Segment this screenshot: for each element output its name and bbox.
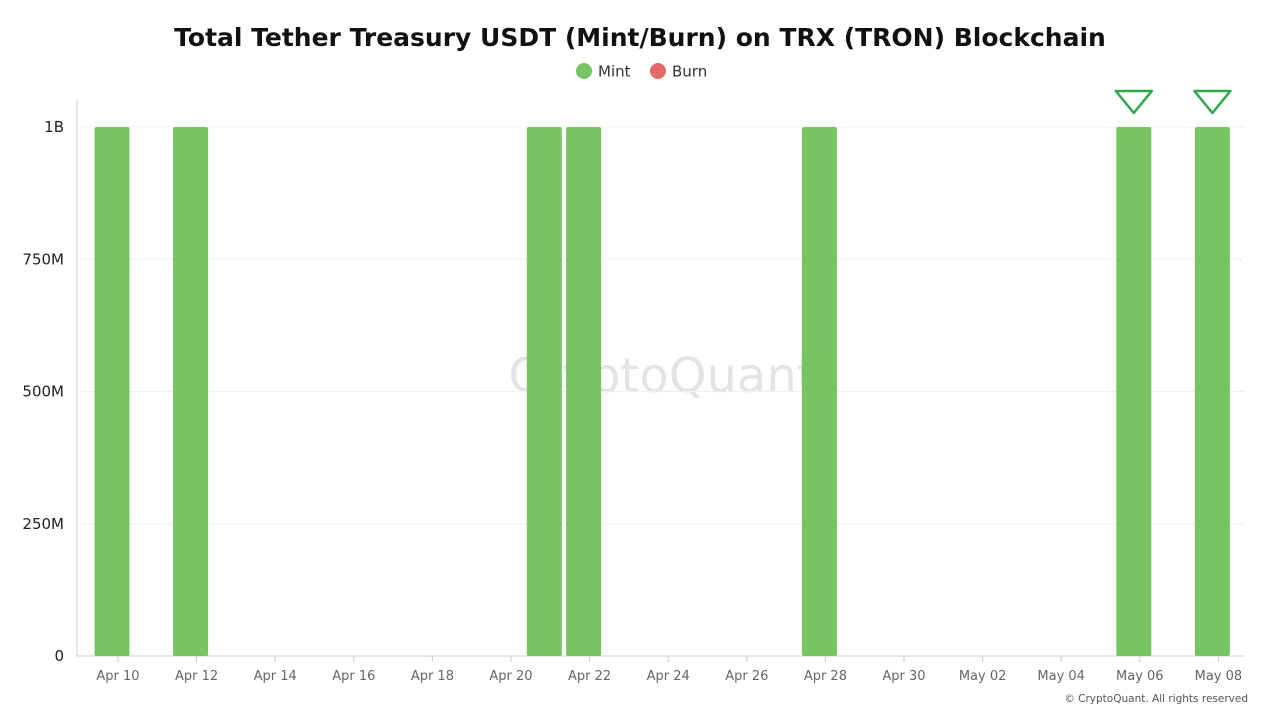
markers — [1114, 89, 1232, 115]
bar-mint[interactable] — [801, 127, 837, 656]
axes — [76, 100, 1244, 657]
x-tick-label: Apr 16 — [332, 669, 375, 684]
legend-item-burn[interactable]: Burn — [650, 63, 707, 81]
x-tick-label: Apr 24 — [647, 669, 690, 684]
x-tick-label: Apr 26 — [725, 669, 768, 684]
bar-mint[interactable] — [94, 127, 130, 656]
y-tick-label: 750M — [22, 250, 64, 268]
x-tick-label: Apr 14 — [254, 669, 297, 684]
legend-item-mint[interactable]: Mint — [576, 63, 631, 81]
x-tick-label: Apr 18 — [411, 669, 454, 684]
x-tick-label: Apr 30 — [882, 669, 925, 684]
signal-marker[interactable] — [1114, 89, 1154, 115]
y-tick-label: 0 — [54, 647, 64, 665]
x-tick-label: May 06 — [1116, 669, 1164, 684]
legend-label-mint: Mint — [598, 63, 631, 81]
x-tick-label: Apr 22 — [568, 669, 611, 684]
x-tick-label: Apr 12 — [175, 669, 218, 684]
x-tick-label: May 04 — [1037, 669, 1085, 684]
x-tick-label: Apr 20 — [489, 669, 532, 684]
legend-label-burn: Burn — [672, 63, 707, 81]
x-tick-label: Apr 28 — [804, 669, 847, 684]
bars — [94, 127, 1230, 656]
x-tick-label: May 08 — [1195, 669, 1243, 684]
chart-title: Total Tether Treasury USDT (Mint/Burn) o… — [174, 23, 1106, 52]
y-tick-label: 500M — [22, 383, 64, 401]
y-tick-label: 1B — [44, 118, 64, 136]
gridlines — [77, 126, 1244, 525]
bar-mint[interactable] — [526, 127, 562, 656]
bar-mint[interactable] — [1116, 127, 1152, 656]
bar-mint[interactable] — [173, 127, 209, 656]
legend: Mint Burn — [576, 63, 707, 81]
x-tick-label: Apr 10 — [96, 669, 139, 684]
copyright-text: © CryptoQuant. All rights reserved — [1064, 693, 1248, 705]
y-axis-ticks: 0 250M 500M 750M 1B — [22, 118, 64, 665]
x-tick-label: May 02 — [959, 669, 1007, 684]
signal-marker[interactable] — [1193, 89, 1232, 115]
bar-mint[interactable] — [1194, 127, 1230, 656]
bar-mint[interactable] — [566, 127, 602, 656]
y-tick-label: 250M — [22, 515, 64, 533]
legend-swatch-mint — [576, 63, 592, 79]
x-axis-ticks: Apr 10 Apr 12 Apr 14 Apr 16 Apr 18 Apr 20 Apr … — [96, 656, 1242, 684]
legend-swatch-burn — [650, 63, 666, 79]
